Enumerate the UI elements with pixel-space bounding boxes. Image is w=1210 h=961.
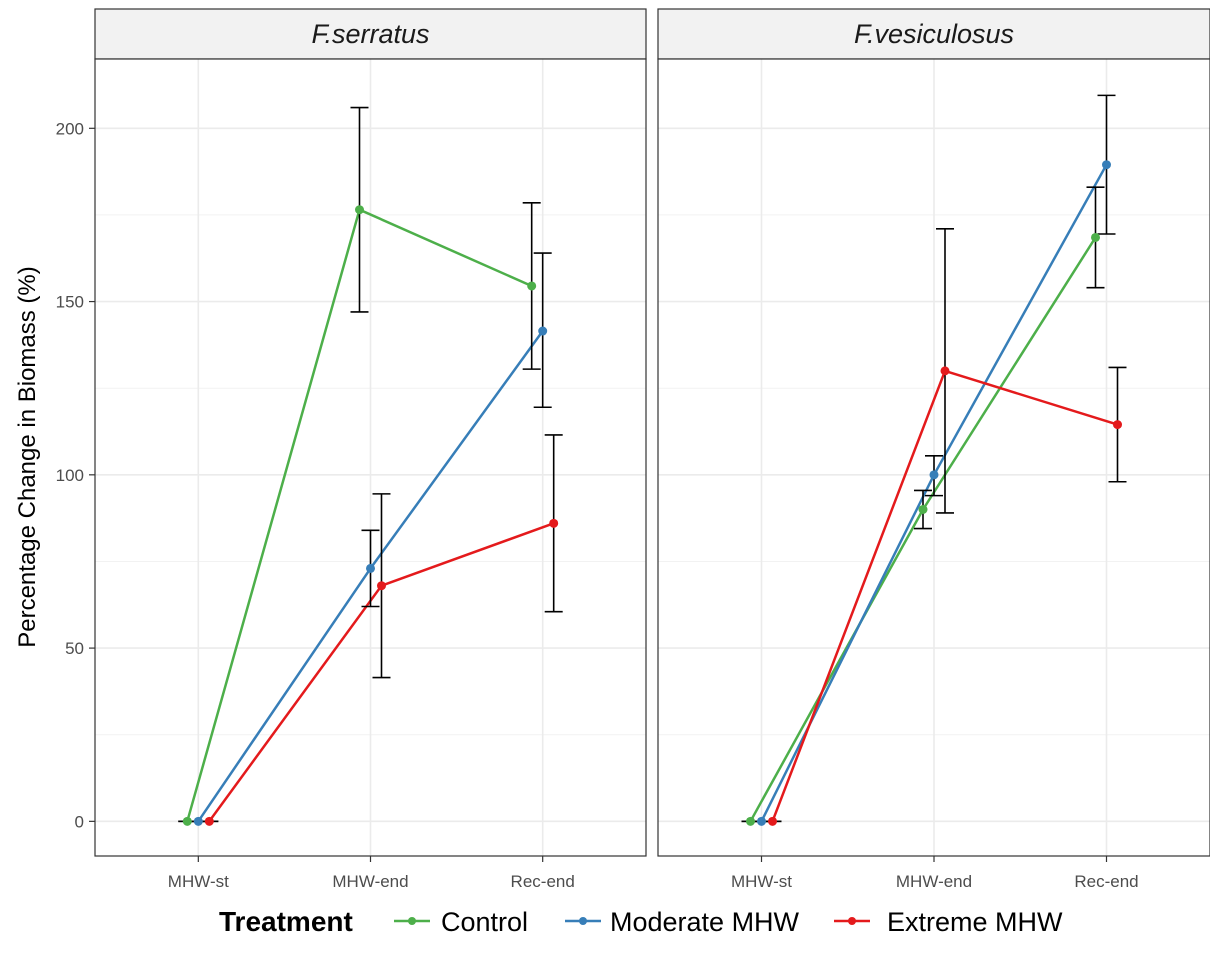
data-point-moderate-mhw	[193, 816, 203, 826]
panel-1-strip	[94, 8, 647, 60]
data-point-control	[918, 504, 928, 514]
panel-2-title: F.vesiculosus	[854, 19, 1014, 49]
data-point-control	[182, 816, 192, 826]
x-tick-label: MHW-end	[896, 872, 972, 891]
data-point-control	[527, 281, 537, 291]
y-tick-label: 0	[75, 812, 84, 831]
data-point-control	[1091, 232, 1100, 242]
data-point-moderate-mhw	[366, 563, 375, 573]
panel-1-grid	[95, 59, 646, 856]
y-tick-label: 100	[56, 466, 84, 485]
legend-label-extreme-mhw: Extreme MHW	[887, 907, 1063, 937]
x-tick-label: Rec-end	[511, 872, 575, 891]
data-point-moderate-mhw	[757, 816, 766, 826]
panel-1-title: F.serratus	[311, 19, 429, 49]
data-point-control	[746, 816, 755, 826]
legend-item-moderate-mhw: Moderate MHW	[565, 907, 800, 937]
x-tick-label: MHW-end	[332, 872, 408, 891]
facet-panel-2: F.vesiculosus	[657, 8, 1210, 857]
legend-item-control: Control	[394, 907, 528, 937]
y-axis: 0 50 100 150 200	[56, 119, 95, 831]
x-tick-label: MHW-st	[731, 872, 792, 891]
y-axis-label: Percentage Change in Biomass (%)	[14, 266, 41, 648]
legend-key-extreme-point	[848, 917, 856, 925]
x-axes: MHW-st MHW-end Rec-end MHW-st MHW-end Rec-end	[168, 856, 1139, 891]
data-point-extreme-mhw	[940, 366, 950, 376]
legend: Treatment Control Moderate MHW Extreme M…	[219, 906, 1063, 937]
panel-2-strip	[657, 8, 1210, 60]
data-point-moderate-mhw	[929, 470, 939, 480]
facet-panel-1: F.serratus	[94, 8, 647, 857]
data-point-moderate-mhw	[538, 326, 548, 336]
y-tick-label: 50	[65, 639, 84, 658]
legend-key-control-point	[408, 917, 416, 925]
legend-item-extreme-mhw: Extreme MHW	[834, 907, 1063, 937]
y-tick-label: 200	[56, 119, 84, 138]
y-tick-label: 150	[56, 293, 84, 312]
legend-label-moderate-mhw: Moderate MHW	[610, 907, 800, 937]
legend-label-control: Control	[441, 907, 528, 937]
data-point-moderate-mhw	[1102, 160, 1111, 170]
legend-title: Treatment	[219, 906, 353, 937]
legend-key-moderate-point	[579, 917, 587, 925]
data-point-extreme-mhw	[377, 581, 386, 591]
panel-1-series	[178, 106, 563, 826]
data-point-extreme-mhw	[204, 816, 214, 826]
panel-2-series	[741, 94, 1127, 826]
data-point-control	[355, 205, 364, 215]
x-tick-label: MHW-st	[168, 872, 229, 891]
data-point-extreme-mhw	[1113, 420, 1122, 430]
data-point-extreme-mhw	[549, 518, 559, 528]
data-point-extreme-mhw	[768, 816, 777, 826]
x-tick-label: Rec-end	[1074, 872, 1138, 891]
